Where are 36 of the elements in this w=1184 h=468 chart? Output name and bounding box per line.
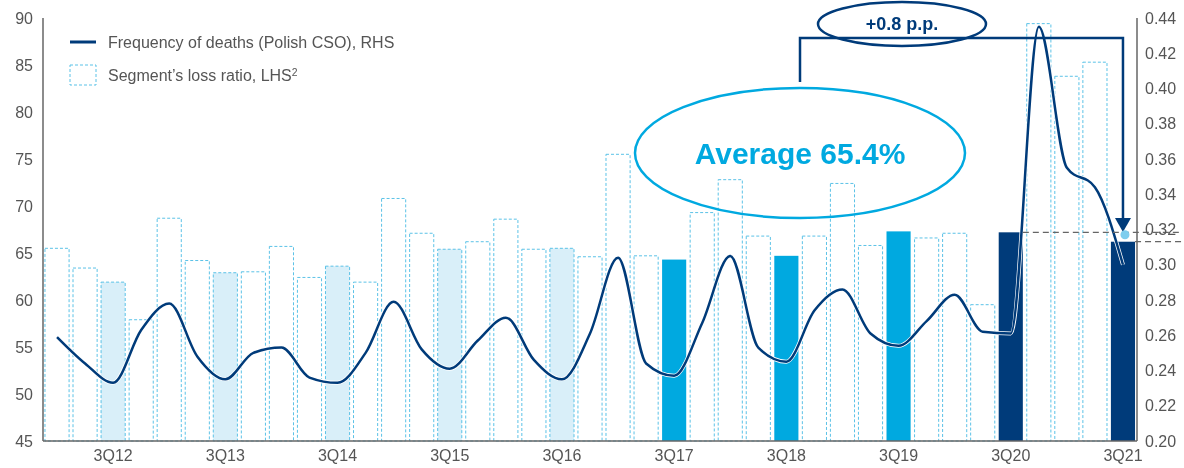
y-tick-label: 50 <box>15 385 34 403</box>
y-tick-label: 75 <box>15 150 34 168</box>
y-tick-label: 70 <box>15 197 34 215</box>
legend-label: Frequency of deaths (Polish CSO), RHS <box>108 33 395 51</box>
y2-tick-label: 0.42 <box>1145 44 1177 62</box>
y-tick-label: 55 <box>15 338 34 356</box>
x-tick-label: 3Q14 <box>317 447 358 464</box>
x-tick-label: 3Q16 <box>542 447 582 464</box>
y-tick-label: 45 <box>15 432 34 450</box>
x-tick-label: 3Q17 <box>654 447 694 464</box>
y-tick-label: 80 <box>15 103 34 121</box>
y2-tick-label: 0.36 <box>1145 150 1177 168</box>
x-tick-label: 3Q15 <box>430 447 470 464</box>
y2-tick-label: 0.34 <box>1145 185 1177 203</box>
y2-tick-label: 0.30 <box>1145 256 1177 274</box>
y2-tick-label: 0.38 <box>1145 115 1177 133</box>
y-tick-label: 90 <box>15 9 34 27</box>
y2-tick-label: 0.22 <box>1145 397 1177 415</box>
y-tick-label: 65 <box>15 244 34 262</box>
legend-label: Segment’s loss ratio, LHS$^{2}$ <box>108 66 298 84</box>
y2-tick-label: 0.28 <box>1145 291 1177 309</box>
y2-tick-label: 0.26 <box>1145 326 1177 344</box>
y2-tick-label: 0.44 <box>1145 9 1177 27</box>
y-tick-label: 85 <box>15 56 34 74</box>
annotation: +0.8 p.p. <box>865 14 939 34</box>
y-tick-label: 60 <box>15 291 34 309</box>
x-tick-label: 3Q18 <box>766 447 807 464</box>
x-tick-label: 3Q20 <box>991 447 1031 464</box>
y2-tick-label: 0.24 <box>1145 362 1177 380</box>
annotation: Average 65.4% <box>694 137 906 170</box>
x-tick-label: 3Q19 <box>878 447 919 464</box>
y2-tick-label: 0.20 <box>1145 432 1177 450</box>
x-tick-label: 3Q12 <box>93 447 133 464</box>
x-tick-label: 3Q21 <box>1103 447 1143 464</box>
x-tick-label: 3Q13 <box>205 447 246 464</box>
y2-tick-label: 0.40 <box>1145 80 1177 98</box>
